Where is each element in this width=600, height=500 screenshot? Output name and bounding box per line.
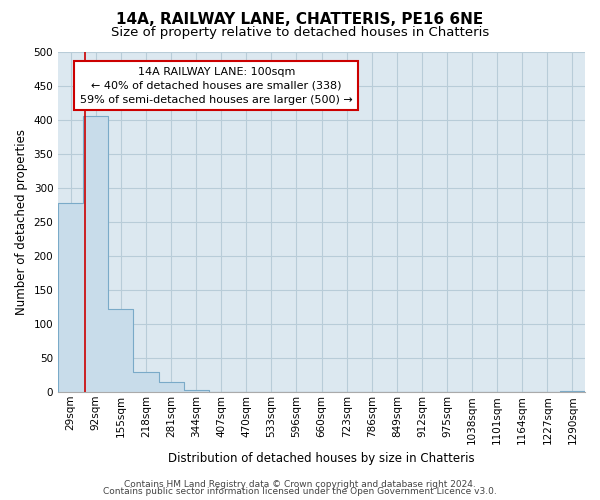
Y-axis label: Number of detached properties: Number of detached properties bbox=[15, 129, 28, 315]
Text: 14A, RAILWAY LANE, CHATTERIS, PE16 6NE: 14A, RAILWAY LANE, CHATTERIS, PE16 6NE bbox=[116, 12, 484, 28]
Text: Size of property relative to detached houses in Chatteris: Size of property relative to detached ho… bbox=[111, 26, 489, 39]
Text: Contains public sector information licensed under the Open Government Licence v3: Contains public sector information licen… bbox=[103, 487, 497, 496]
Text: 14A RAILWAY LANE: 100sqm
← 40% of detached houses are smaller (338)
59% of semi-: 14A RAILWAY LANE: 100sqm ← 40% of detach… bbox=[80, 67, 353, 105]
X-axis label: Distribution of detached houses by size in Chatteris: Distribution of detached houses by size … bbox=[168, 452, 475, 465]
Text: Contains HM Land Registry data © Crown copyright and database right 2024.: Contains HM Land Registry data © Crown c… bbox=[124, 480, 476, 489]
